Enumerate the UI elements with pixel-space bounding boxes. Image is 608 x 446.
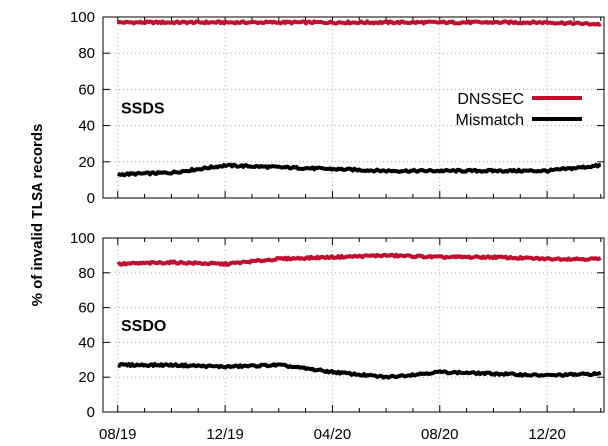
panel-ssdo: 0 20 40 60 80 100 08/19 12/19 04/20 08/20 12/20 SSD… bbox=[70, 230, 605, 443]
y-tick-label: 80 bbox=[78, 45, 95, 62]
y-tick-label: 20 bbox=[78, 369, 95, 386]
plot-frame bbox=[102, 16, 605, 199]
x-tick-label: 08/19 bbox=[99, 426, 137, 443]
y-tick-label: 80 bbox=[78, 265, 95, 282]
series-line-mismatch bbox=[116, 162, 602, 178]
y-tick-label: 0 bbox=[87, 404, 95, 421]
panel-ssds: 0 20 40 60 80 100 SSDS DNSSEC Mismatch bbox=[70, 9, 605, 207]
series-line-dnssec bbox=[116, 252, 602, 267]
panel-label: SSDS bbox=[121, 101, 165, 118]
x-tick-label: 12/19 bbox=[206, 426, 244, 443]
panel-label: SSDO bbox=[121, 318, 166, 335]
y-axis-label: % of invalid TLSA records bbox=[29, 124, 47, 307]
x-tick-label: 12/20 bbox=[528, 426, 566, 443]
y-tick-label: 100 bbox=[70, 9, 95, 26]
legend-label-mismatch: Mismatch bbox=[456, 112, 524, 129]
y-tick-label: 60 bbox=[78, 81, 95, 98]
y-tick-label: 40 bbox=[78, 118, 95, 135]
y-tick-label: 0 bbox=[87, 190, 95, 207]
y-tick-label: 60 bbox=[78, 300, 95, 317]
y-tick-label: 40 bbox=[78, 334, 95, 351]
series-line-dnssec bbox=[116, 19, 602, 27]
series-line-mismatch bbox=[117, 362, 602, 380]
plot-frame bbox=[102, 237, 605, 413]
legend-label-dnssec: DNSSEC bbox=[457, 91, 524, 108]
x-tick-label: 04/20 bbox=[314, 426, 352, 443]
y-tick-label: 20 bbox=[78, 154, 95, 171]
x-tick-label: 08/20 bbox=[421, 426, 459, 443]
y-tick-label: 100 bbox=[70, 230, 95, 247]
